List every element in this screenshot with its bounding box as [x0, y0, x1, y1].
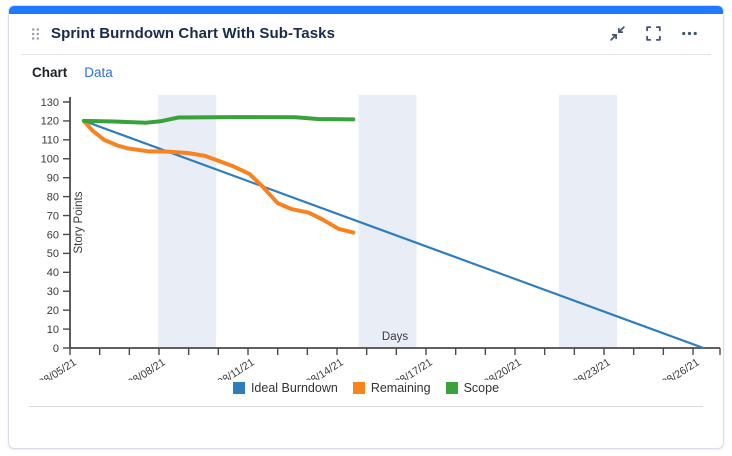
header-actions	[608, 24, 699, 43]
y-axis-title: Story Points	[73, 191, 85, 253]
weekend-bands	[158, 95, 617, 348]
weekend-band	[358, 95, 417, 348]
y-tick-label: 100	[41, 154, 59, 166]
y-tick-label: 30	[47, 286, 59, 298]
y-tick-label: 70	[47, 210, 59, 222]
chart-legend: Ideal Burndown Remaining Scope	[9, 381, 723, 395]
legend-label: Remaining	[370, 381, 431, 395]
y-tick-label: 50	[47, 248, 59, 260]
x-tick-label: 08/26/21	[660, 356, 702, 380]
y-axis-ticks: 0 10 20 30 40 50 60 70 80 90 100 110 120 130	[41, 97, 70, 355]
burndown-gadget-card: Sprint Burndown Chart With Sub-Tasks	[8, 5, 724, 449]
card-accent-bar	[9, 6, 723, 14]
fullscreen-brackets-icon	[646, 26, 661, 41]
y-tick-label: 20	[47, 305, 59, 317]
x-axis-ticks: 08/05/21 08/08/21 08/11/21 08/14/21 08/17/21…	[37, 348, 721, 380]
more-button[interactable]	[680, 24, 699, 43]
legend-swatch	[445, 382, 458, 394]
weekend-band	[158, 95, 216, 348]
y-tick-label: 40	[47, 267, 59, 279]
x-tick-label: 08/08/21	[126, 356, 168, 380]
x-axis-title: Days	[382, 331, 408, 343]
gadget-title: Sprint Burndown Chart With Sub-Tasks	[51, 25, 336, 42]
series-scope	[81, 115, 356, 125]
series-ideal-burndown	[82, 119, 705, 350]
y-tick-label: 80	[47, 191, 59, 203]
y-tick-label: 110	[41, 135, 59, 147]
legend-swatch	[352, 382, 365, 394]
legend-label: Scope	[463, 381, 500, 395]
y-tick-label: 130	[41, 97, 59, 109]
collapse-arrows-icon	[610, 26, 625, 41]
y-tick-label: 0	[53, 343, 59, 355]
tab-chart[interactable]: Chart	[32, 65, 68, 80]
y-tick-label: 60	[47, 229, 59, 241]
collapse-button[interactable]	[608, 24, 627, 43]
x-tick-label: 08/17/21	[393, 356, 435, 380]
x-tick-label: 08/23/21	[571, 356, 613, 380]
view-tabs: Chart Data	[9, 55, 723, 82]
x-tick-label: 08/14/21	[304, 356, 346, 380]
y-tick-label: 120	[41, 116, 59, 128]
x-tick-label: 08/20/21	[482, 356, 524, 380]
fullscreen-button[interactable]	[644, 24, 663, 43]
legend-label: Ideal Burndown	[250, 381, 338, 395]
card-header: Sprint Burndown Chart With Sub-Tasks	[9, 14, 723, 52]
legend-swatch	[232, 382, 245, 394]
series-remaining	[81, 118, 356, 235]
x-tick-label: 08/11/21	[216, 356, 257, 380]
weekend-band	[558, 95, 617, 348]
axes	[69, 97, 720, 349]
legend-item-ideal-burndown: Ideal Burndown	[232, 381, 338, 395]
y-tick-label: 90	[47, 172, 59, 184]
tab-data[interactable]: Data	[84, 65, 113, 80]
legend-item-scope: Scope	[445, 381, 500, 395]
header-divider	[21, 54, 711, 55]
footer-divider	[29, 406, 703, 407]
legend-item-remaining: Remaining	[352, 381, 431, 395]
x-tick-label: 08/05/21	[37, 356, 79, 380]
ellipsis-icon	[682, 31, 697, 36]
chart-area: 0 10 20 30 40 50 60 70 80 90 100 110 120 130 08/05/21 0…	[19, 82, 723, 380]
y-tick-label: 10	[47, 324, 59, 336]
drag-handle-icon[interactable]	[31, 27, 40, 41]
